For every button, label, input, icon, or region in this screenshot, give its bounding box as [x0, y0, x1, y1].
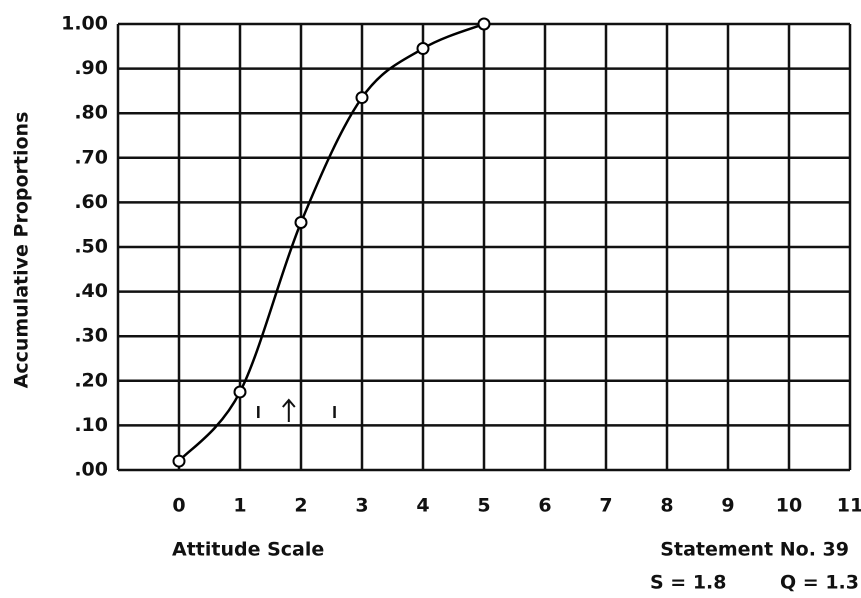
x-tick-label: 3: [355, 495, 368, 517]
data-point: [416, 42, 430, 56]
x-axis-label: Attitude Scale: [172, 539, 324, 561]
y-tick-label: .10: [74, 414, 108, 436]
y-tick-label: .80: [74, 102, 108, 124]
x-tick-label: 6: [538, 495, 551, 517]
y-tick-label: .40: [74, 280, 108, 302]
y-tick-label: .50: [74, 236, 108, 258]
x-tick-label: 9: [721, 495, 734, 517]
data-point: [477, 17, 491, 31]
data-point: [233, 385, 247, 399]
y-tick-label: .20: [74, 369, 108, 391]
y-axis-label: Accumulative Proportions: [11, 112, 33, 389]
y-tick-label: .30: [74, 325, 108, 347]
s-label: S = 1.8: [650, 572, 727, 594]
y-tick-label: .60: [74, 191, 108, 213]
y-tick-label: .00: [74, 459, 108, 481]
x-tick-label: 2: [294, 495, 307, 517]
median-arrow: [282, 398, 296, 423]
x-tick-label: 0: [172, 495, 185, 517]
x-tick-label: 1: [233, 495, 246, 517]
q-label: Q = 1.3: [780, 572, 859, 594]
y-tick-label: .70: [74, 146, 108, 168]
statement-label: Statement No. 39: [660, 539, 849, 561]
x-tick-label: 11: [837, 495, 861, 517]
x-tick-label: 8: [660, 495, 673, 517]
y-tick-label: 1.00: [61, 13, 108, 35]
x-tick-label: 7: [599, 495, 612, 517]
curve: [178, 22, 485, 462]
data-point: [172, 454, 186, 468]
data-point: [355, 91, 369, 105]
x-tick-label: 5: [477, 495, 490, 517]
x-tick-label: 10: [776, 495, 802, 517]
data-point: [294, 215, 308, 229]
y-tick-label: .90: [74, 57, 108, 79]
x-tick-label: 4: [416, 495, 429, 517]
